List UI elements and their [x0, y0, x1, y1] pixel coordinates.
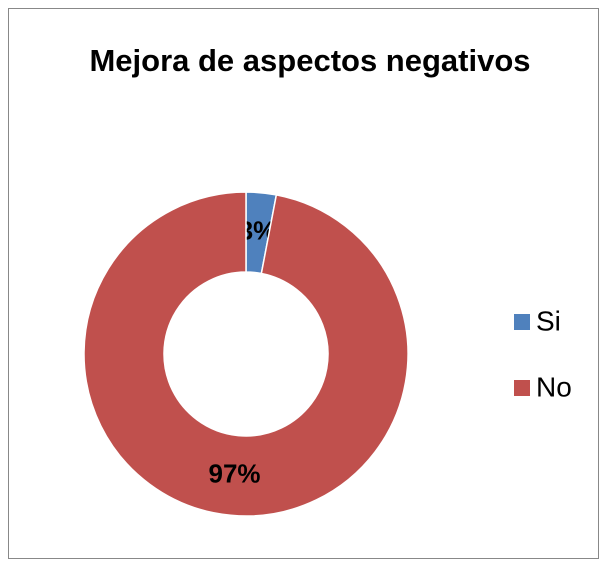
data-label: 97% — [208, 458, 260, 488]
chart-title: Mejora de aspectos negativos — [89, 43, 531, 78]
donut-slice — [83, 191, 409, 517]
legend-swatch — [514, 380, 530, 396]
legend-label: Si — [536, 305, 561, 336]
legend-swatch — [514, 314, 530, 330]
legend-label: No — [536, 371, 572, 402]
